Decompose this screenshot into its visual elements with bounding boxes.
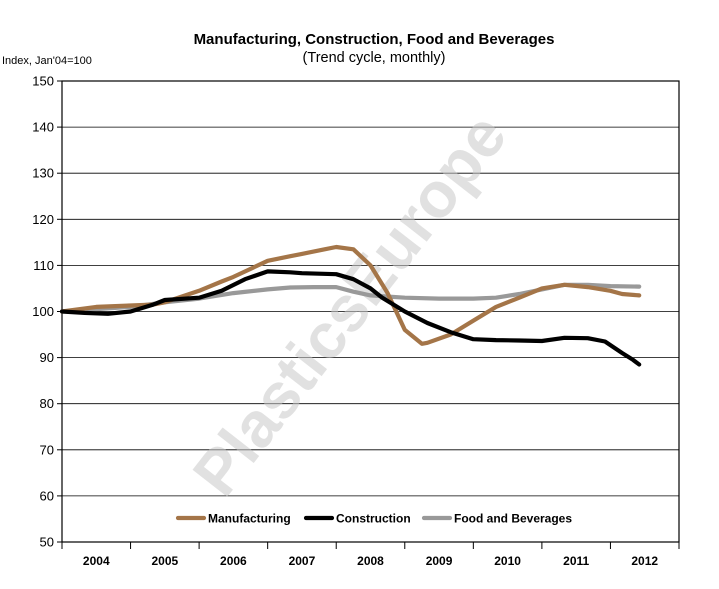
legend-label: Manufacturing (208, 512, 291, 526)
x-tick-label: 2008 (357, 554, 384, 568)
x-tick-label: 2011 (563, 554, 589, 568)
watermark-text: PlasticsEurope (179, 100, 520, 509)
chart-title: Manufacturing, Construction, Food and Be… (194, 31, 555, 48)
x-tick-label: 2012 (631, 554, 658, 568)
x-tick-label: 2006 (220, 554, 247, 568)
y-tick-label: 60 (40, 488, 54, 503)
y-tick-label: 120 (32, 212, 54, 227)
x-tick-label: 2007 (289, 554, 316, 568)
x-tick-label: 2004 (83, 554, 110, 568)
series-lines (59, 244, 642, 367)
x-axis-ticks: 2004 2005 2006 2007 2008 2009 2010 2011 2012 (61, 542, 680, 568)
y-tick-label: 110 (33, 258, 54, 273)
y-tick-label: 50 (40, 535, 54, 550)
y-tick-label: 140 (32, 120, 54, 135)
series-line-construction (59, 269, 642, 367)
x-tick-label: 2005 (151, 554, 178, 568)
y-tick-label: 100 (32, 304, 54, 319)
y-tick-label: 150 (32, 74, 54, 89)
y-axis-ticks: 50 60 70 80 90 100 110 120 130 140 150 (32, 74, 62, 550)
x-tick-label: 2010 (494, 554, 521, 568)
y-tick-label: 90 (40, 350, 54, 365)
y-tick-label: 80 (40, 396, 54, 411)
y-tick-label: 130 (32, 166, 54, 181)
legend-label: Construction (336, 512, 411, 526)
legend: Manufacturing Construction Food and Bevera… (175, 512, 572, 526)
y-axis-label: Index, Jan'04=100 (2, 55, 92, 67)
legend-label: Food and Beverages (454, 512, 572, 526)
x-tick-label: 2009 (426, 554, 453, 568)
chart-subtitle: (Trend cycle, monthly) (303, 50, 446, 66)
y-tick-label: 70 (40, 442, 54, 457)
